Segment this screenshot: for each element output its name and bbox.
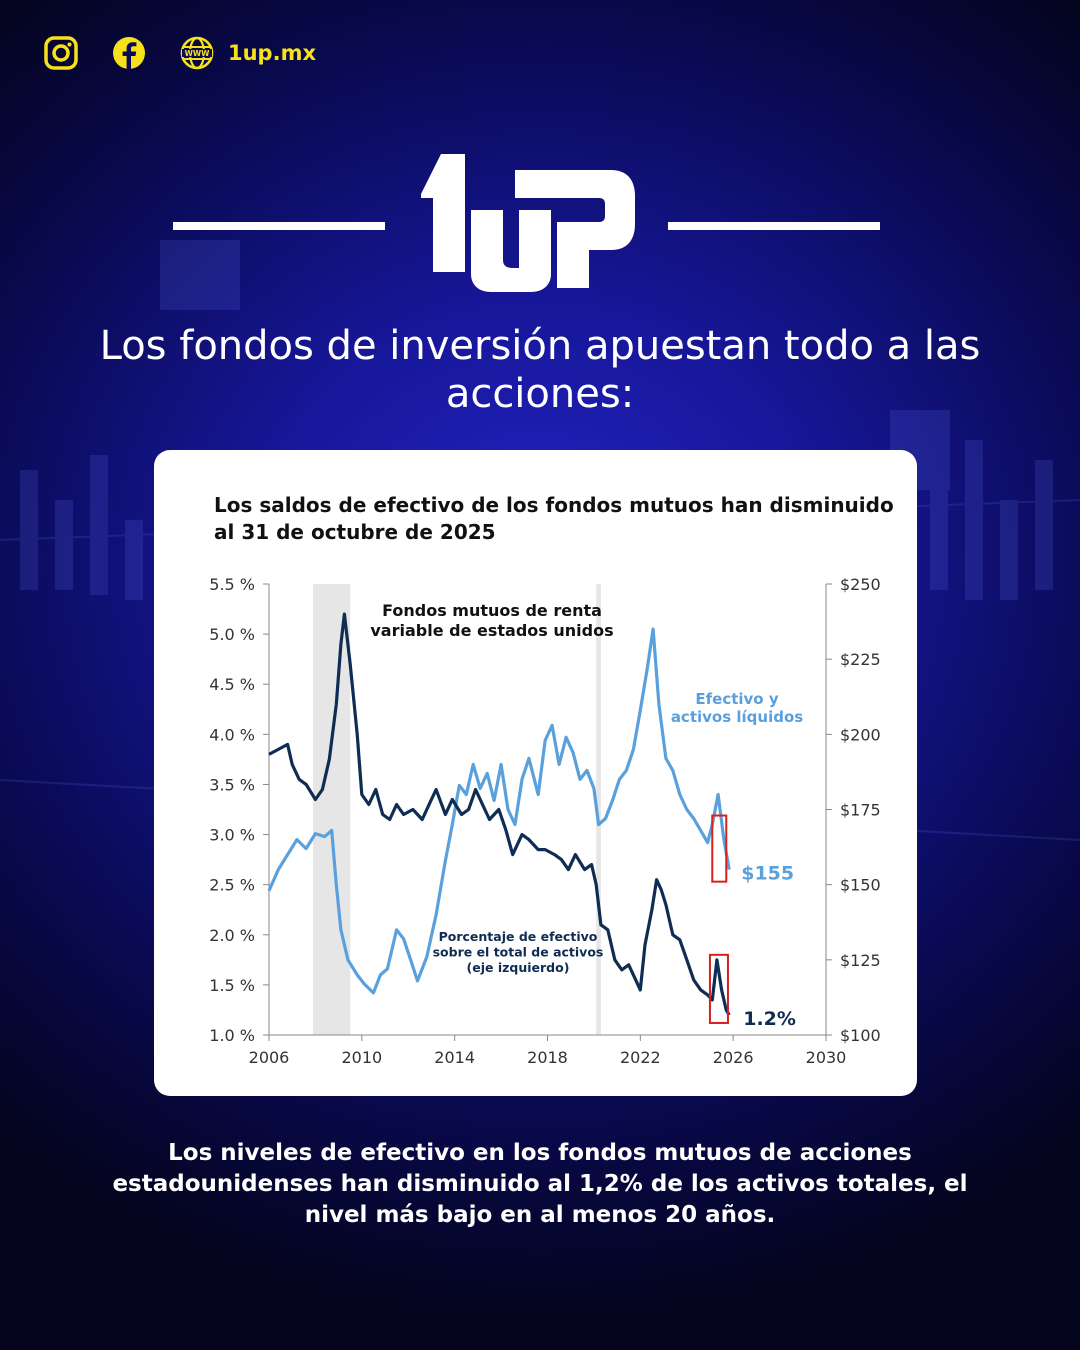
series-label-cash-percent: (eje izquierdo) [467,960,570,975]
svg-text:WWW: WWW [185,49,211,58]
chart-annotation-line: variable de estados unidos [370,621,613,640]
y-left-tick-label: 5.5 % [209,575,255,594]
chart-title: Los saldos de efectivo de los fondos mut… [214,493,894,544]
caption: Los niveles de efectivo en los fondos mu… [112,1140,968,1228]
y-right-tick-label: $225 [840,650,881,669]
y-left-tick-label: 2.0 % [209,926,255,945]
series-line-cash-percent [268,612,731,1016]
y-right-tick-label: $200 [840,725,881,744]
chart-annotation-line: Fondos mutuos de renta [382,601,602,620]
end-label-cash-assets: $155 [741,863,794,885]
series-label-cash-assets: activos líquidos [671,708,803,726]
x-tick-label: 2010 [341,1048,382,1067]
logo-divider-right [668,222,880,230]
x-tick-label: 2006 [249,1048,290,1067]
y-left-tick-label: 2.5 % [209,876,255,895]
social-links: WWW 1up.mx [42,34,316,72]
y-left-tick-label: 1.0 % [209,1026,255,1045]
series-line-cash-assets [267,627,731,995]
y-left-tick-label: 1.5 % [209,976,255,995]
y-right-tick-label: $250 [840,575,881,594]
shaded-period-0 [313,584,351,1035]
x-tick-label: 2018 [527,1048,568,1067]
headline: Los fondos de inversión apuestan todo a … [99,323,981,417]
facebook-icon[interactable] [110,34,148,72]
highlight-box-cash-assets [711,814,728,883]
y-right-tick-label: $125 [840,951,881,970]
y-right-tick-label: $100 [840,1026,881,1045]
shaded-period-1 [596,584,601,1035]
instagram-icon[interactable] [42,34,80,72]
x-tick-label: 2014 [434,1048,475,1067]
y-left-tick-label: 3.5 % [209,775,255,794]
chart-plot: 5.5 % 5.0 % 4.5 % 4.0 % 3.5 % 3.0 % 2.5 % 2.0 %… [209,575,881,1067]
x-tick-label: 2026 [713,1048,754,1067]
y-right-tick-label: $175 [840,801,881,820]
series-label-cash-assets: Efectivo y [695,690,778,708]
website-label: 1up.mx [228,41,316,65]
y-right-tick-label: $150 [840,876,881,895]
y-left-tick-label: 3.0 % [209,826,255,845]
y-left-tick-label: 4.0 % [209,725,255,744]
brand-logo-1up [421,154,635,292]
www-globe-icon: WWW [178,34,216,72]
website-link[interactable]: WWW 1up.mx [178,34,316,72]
x-tick-label: 2030 [806,1048,847,1067]
y-left-tick-label: 4.5 % [209,675,255,694]
highlight-box-cash-percent [708,953,729,1024]
chart-card: Los saldos de efectivo de los fondos mut… [154,450,917,1096]
series-label-cash-percent: sobre el total de activos [433,945,604,960]
series-label-cash-percent: Porcentaje de efectivo [439,929,598,944]
y-left-tick-label: 5.0 % [209,625,255,644]
end-label-cash-percent: 1.2% [743,1008,796,1030]
logo-divider-left [173,222,385,230]
x-tick-label: 2022 [620,1048,661,1067]
